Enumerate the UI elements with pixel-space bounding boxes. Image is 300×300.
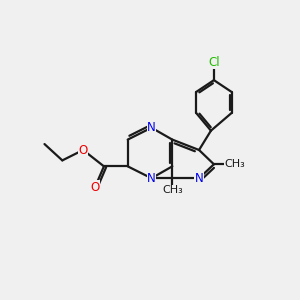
Text: O: O [90, 181, 100, 194]
Text: N: N [195, 172, 203, 185]
Text: CH₃: CH₃ [162, 185, 183, 195]
Text: N: N [147, 172, 156, 185]
Text: O: O [79, 143, 88, 157]
Text: Cl: Cl [208, 56, 220, 69]
Text: CH₃: CH₃ [224, 159, 245, 169]
Text: N: N [147, 121, 156, 134]
